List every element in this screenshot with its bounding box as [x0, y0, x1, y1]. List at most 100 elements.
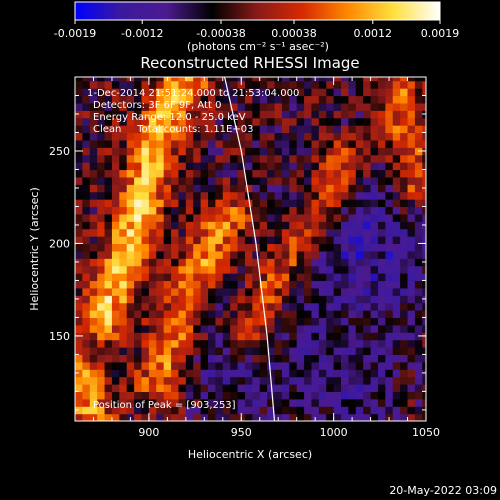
heatmap-cell [193, 413, 202, 421]
heatmap-cell [341, 250, 350, 259]
heatmap-cell [326, 236, 335, 245]
heatmap-cell [200, 169, 209, 178]
heatmap-cell [377, 88, 386, 97]
heatmap-cell [244, 228, 253, 237]
heatmap-cell [156, 176, 165, 185]
heatmap-cell [355, 102, 364, 111]
heatmap-cell [348, 347, 357, 356]
heatmap-cell [370, 258, 379, 267]
heatmap-cell [244, 317, 253, 326]
heatmap-cell [215, 310, 224, 319]
heatmap-cell [289, 162, 298, 171]
heatmap-cell [193, 258, 202, 267]
heatmap-cell [208, 95, 216, 104]
heatmap-cell [215, 258, 224, 267]
heatmap-cell [377, 191, 386, 200]
colorbar-strip [106, 2, 108, 20]
heatmap-cell [304, 361, 313, 370]
heatmap-cell [104, 77, 113, 82]
heatmap-cell [119, 310, 128, 319]
heatmap-cell [259, 147, 268, 156]
heatmap-cell [163, 324, 172, 333]
heatmap-cell [252, 339, 261, 348]
heatmap-cell [200, 258, 209, 267]
heatmap-cell [119, 162, 128, 171]
heatmap-cell [311, 176, 320, 185]
heatmap-cell [370, 310, 379, 319]
heatmap-cell [171, 287, 180, 296]
heatmap-cell [171, 132, 180, 141]
heatmap-cell [200, 398, 209, 407]
heatmap-cell [200, 376, 209, 385]
heatmap-cell [126, 332, 135, 341]
heatmap-cell [82, 162, 91, 171]
heatmap-cell [208, 354, 216, 363]
heatmap-cell [148, 228, 157, 237]
heatmap-cell [200, 250, 209, 259]
heatmap-cell [355, 273, 364, 282]
heatmap-cell [363, 221, 372, 230]
colorbar-strip [270, 2, 272, 20]
heatmap-cell [311, 147, 320, 156]
heatmap-cell [104, 295, 113, 304]
heatmap-cell [407, 413, 416, 421]
heatmap-cell [341, 273, 350, 282]
heatmap-cell [237, 302, 246, 311]
heatmap-cell [89, 347, 98, 356]
heatmap-cell [111, 369, 120, 378]
heatmap-cell [348, 376, 357, 385]
heatmap-cell [311, 102, 320, 111]
heatmap-cell [348, 147, 357, 156]
heatmap-cell [304, 80, 313, 89]
heatmap-cell [97, 206, 106, 215]
heatmap-cell [259, 406, 268, 415]
colorbar-strip [167, 2, 169, 20]
heatmap-cell [377, 332, 386, 341]
heatmap-cell [97, 384, 106, 393]
heatmap-cell [171, 398, 180, 407]
heatmap-cell [392, 213, 401, 222]
heatmap-cell [318, 88, 327, 97]
heatmap-cell [171, 228, 180, 237]
heatmap-cell [244, 236, 253, 245]
heatmap-cell [377, 258, 386, 267]
heatmap-cell [274, 369, 283, 378]
heatmap-cell [363, 147, 372, 156]
heatmap-cell [385, 398, 394, 407]
heatmap-cell [185, 228, 194, 237]
colorbar-strip [404, 2, 406, 20]
heatmap-cell [304, 236, 313, 245]
heatmap-cell [119, 191, 128, 200]
colorbar-strip [369, 2, 371, 20]
heatmap-cell [289, 376, 298, 385]
heatmap-cell [75, 384, 83, 393]
heatmap-cell [119, 77, 128, 82]
heatmap-cell [422, 80, 426, 89]
heatmap-cell [252, 317, 261, 326]
heatmap-cell [104, 280, 113, 289]
heatmap-cell [200, 406, 209, 415]
heatmap-cell [230, 132, 239, 141]
heatmap-cell [252, 213, 261, 222]
heatmap-cell [244, 162, 253, 171]
heatmap-cell [104, 273, 113, 282]
heatmap-cell [385, 339, 394, 348]
heatmap-cell [208, 110, 216, 119]
heatmap-cell [370, 273, 379, 282]
heatmap-cell [341, 324, 350, 333]
heatmap-cell [89, 228, 98, 237]
heatmap-cell [400, 228, 409, 237]
heatmap-cell [348, 125, 357, 134]
heatmap-cell [75, 302, 83, 311]
colorbar-strip [255, 2, 257, 20]
heatmap-cell [237, 184, 246, 193]
heatmap-cell [333, 324, 342, 333]
heatmap-cell [97, 273, 106, 282]
heatmap-cell [252, 162, 261, 171]
heatmap-cell [370, 80, 379, 89]
heatmap-cell [208, 199, 216, 208]
heatmap-cell [82, 280, 91, 289]
heatmap-cell [333, 125, 342, 134]
heatmap-cell [126, 88, 135, 97]
heatmap-cell [126, 295, 135, 304]
